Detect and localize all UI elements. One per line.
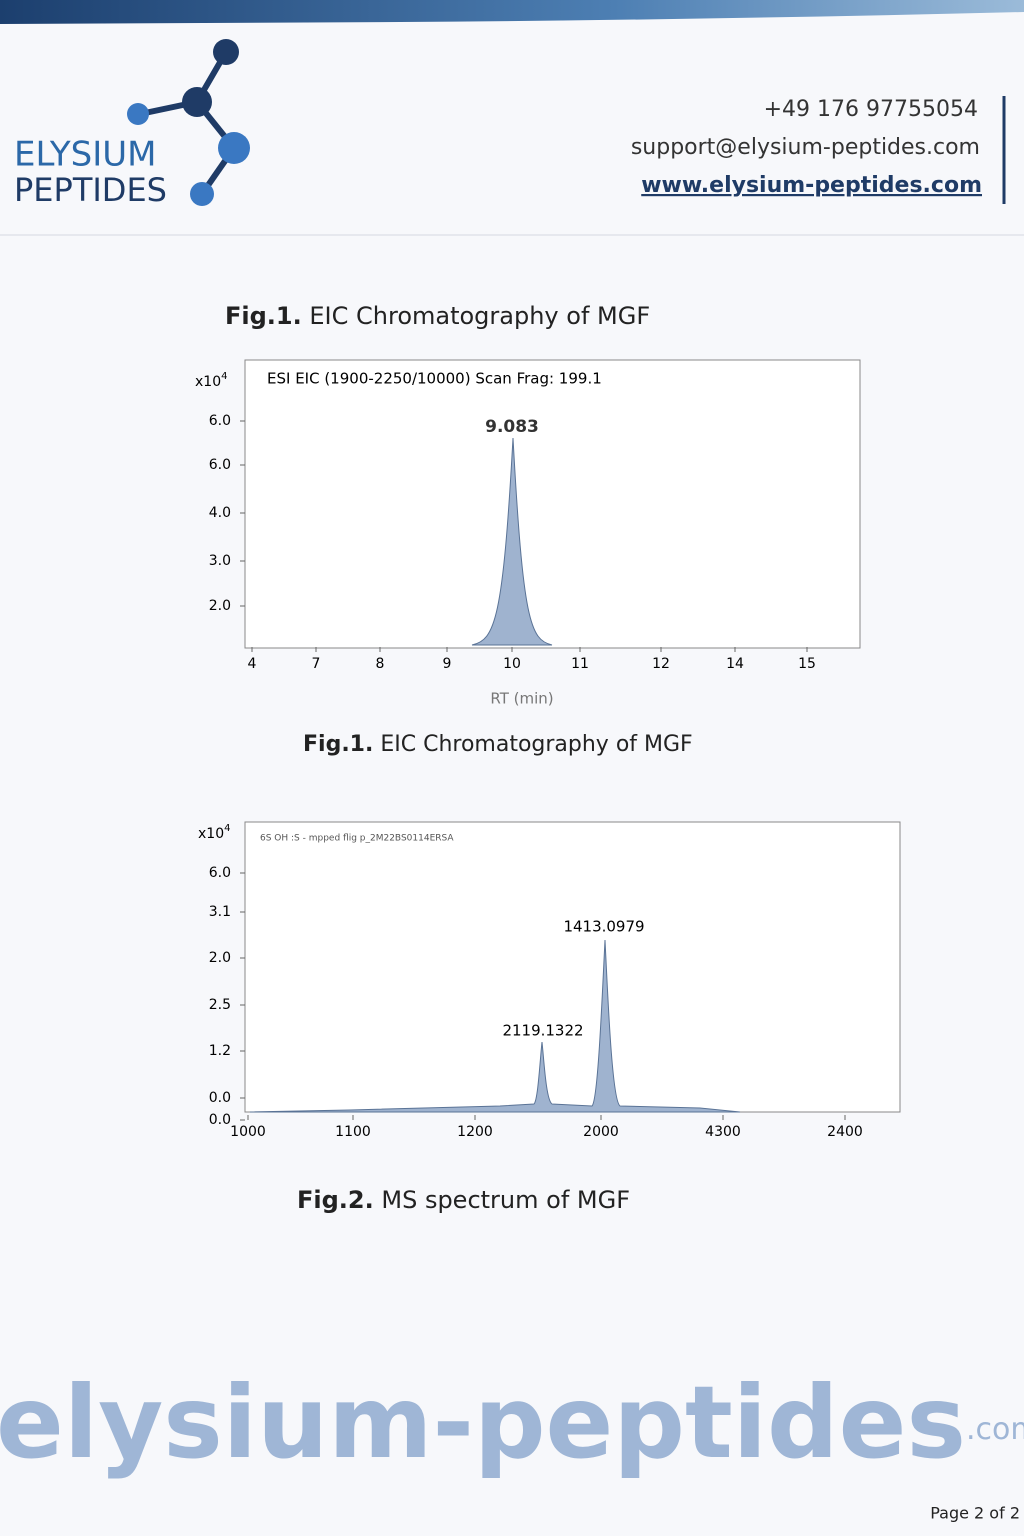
y-tick-label: 4.0 [209, 505, 231, 521]
y-tick-label: 0.0 [209, 1090, 231, 1106]
spectrum [249, 939, 741, 1113]
watermark-main: elysium-peptides [0, 1364, 966, 1481]
figure-title-bold: Fig.1. [225, 302, 302, 330]
y-tick-label: 6.0 [209, 865, 231, 881]
peak-label: 1413.0979 [563, 918, 644, 936]
exponent-power: 4 [224, 823, 230, 834]
phone: +49 176 97755054 [764, 97, 978, 122]
caption-bold: Fig.2. [297, 1186, 374, 1214]
caption-bold: Fig.1. [303, 732, 373, 757]
email: support@elysium-peptides.com [631, 135, 980, 160]
x-tick-label: 2000 [583, 1124, 619, 1140]
plot-frame [244, 821, 901, 1113]
x-tick-label: 4300 [705, 1124, 741, 1140]
peak-label: 9.083 [485, 417, 539, 437]
caption: Fig.2. MS spectrum of MGF [297, 1186, 630, 1214]
figure-title: Fig.1. EIC Chromatography of MGF [225, 302, 650, 330]
x-tick-label: 1000 [230, 1124, 266, 1140]
y-tick-label: 6.0 [209, 457, 231, 473]
exponent: x104 [198, 823, 230, 842]
y-tick-label: 2.5 [209, 997, 231, 1013]
logo-line2: PEPTIDES [14, 171, 167, 209]
caption: Fig.1. EIC Chromatography of MGF [303, 732, 693, 757]
y-tick-label: 2.0 [209, 950, 231, 966]
logo-icon [127, 39, 250, 206]
x-tick-label: 4 [248, 656, 257, 672]
figure-title-text: EIC Chromatography of MGF [309, 302, 650, 330]
x-tick-label: 9 [443, 656, 452, 672]
y-tick-label: 0.0 [209, 1112, 231, 1128]
exponent: x104 [195, 371, 227, 390]
page-number: Page 2 of 2 [930, 1504, 1020, 1523]
legend: ESI EIC (1900-2250/10000) Scan Frag: 199… [267, 370, 602, 388]
y-tick-label: 3.0 [209, 553, 231, 569]
x-tick-label: 14 [726, 656, 744, 672]
x-tick-label: 2400 [827, 1124, 863, 1140]
plot-frame [244, 359, 861, 649]
watermark: elysium-peptides.com [0, 1364, 1024, 1481]
x-axis-label: RT (min) [490, 690, 553, 708]
y-tick-label: 3.1 [209, 904, 231, 920]
exponent-base: x10 [198, 826, 224, 842]
logo-line1: ELYSIUM [14, 135, 157, 175]
y-tick-label: 2.0 [209, 598, 231, 614]
x-tick-label: 10 [503, 656, 521, 672]
x-tick-label: 15 [798, 656, 816, 672]
x-tick-label: 1100 [335, 1124, 371, 1140]
x-tick-label: 1200 [457, 1124, 493, 1140]
exponent-power: 4 [221, 371, 227, 382]
x-tick-label: 8 [376, 656, 385, 672]
x-tick-label: 11 [571, 656, 589, 672]
y-tick-label: 6.0 [209, 413, 231, 429]
watermark-suffix: .com [966, 1412, 1024, 1447]
x-tick-label: 7 [312, 656, 321, 672]
header-band [0, 0, 1024, 24]
exponent-base: x10 [195, 374, 221, 390]
website[interactable]: www.elysium-peptides.com [641, 173, 982, 198]
x-tick-label: 12 [652, 656, 670, 672]
caption-text: MS spectrum of MGF [381, 1186, 630, 1214]
peak [471, 437, 553, 646]
legend: 6S OH :S - mpped flig p_2M22BS0114ERSA [260, 834, 454, 844]
caption-text: EIC Chromatography of MGF [380, 732, 692, 757]
peak-label: 2119.1322 [502, 1022, 583, 1040]
y-tick-label: 1.2 [209, 1043, 231, 1059]
